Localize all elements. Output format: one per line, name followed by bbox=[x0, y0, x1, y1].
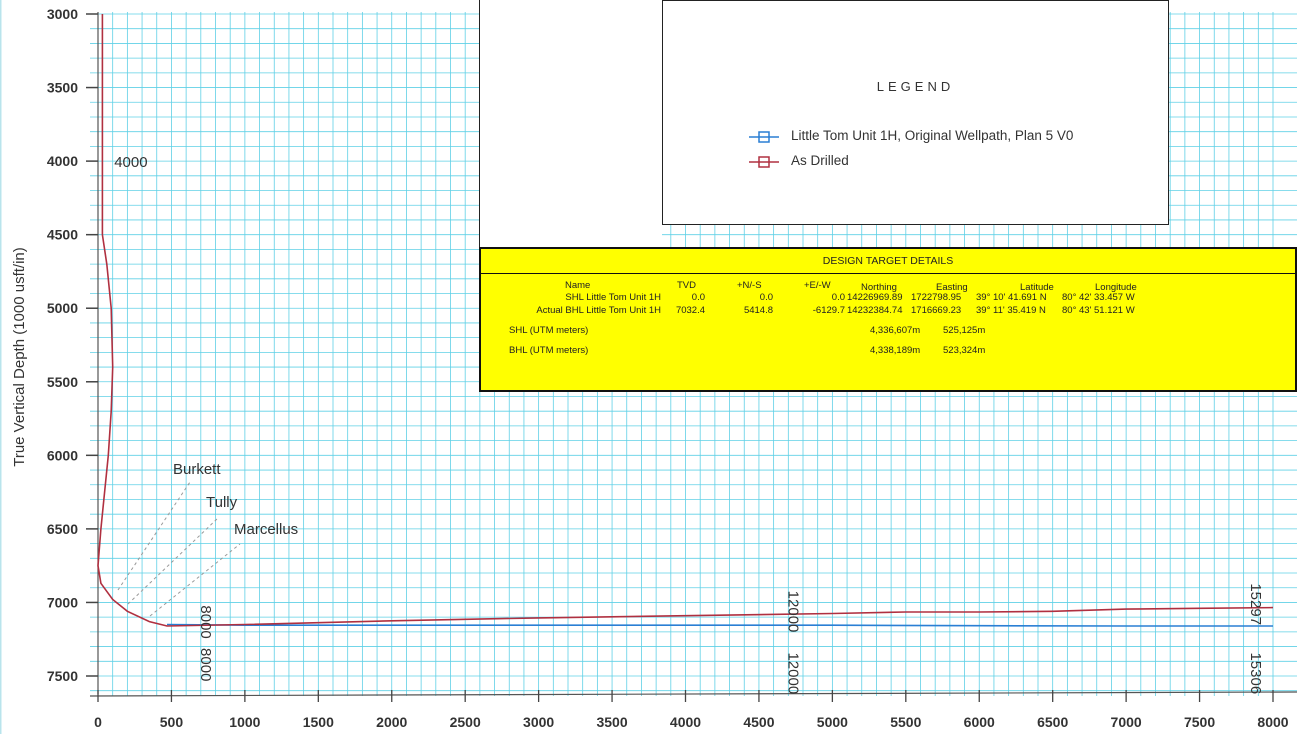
series-line-drilled bbox=[97, 14, 1274, 627]
target-row-ns: 5414.8 bbox=[743, 305, 773, 316]
md-label-drilled: 8000 bbox=[197, 605, 214, 638]
y-tick-label: 7000 bbox=[47, 594, 78, 610]
legend-label-plan: Little Tom Unit 1H, Original Wellpath, P… bbox=[791, 128, 1074, 143]
target-row-ew: -6129.7 bbox=[812, 305, 845, 316]
utm-shl-easting: 525,125m bbox=[943, 325, 986, 336]
utm-shl-label: SHL (UTM meters) bbox=[509, 325, 589, 336]
x-tick-label: 8000 bbox=[1257, 714, 1288, 730]
x-tick-label: 4000 bbox=[670, 714, 701, 730]
y-tick-label: 6500 bbox=[47, 521, 78, 537]
x-tick-label: 4500 bbox=[743, 714, 774, 730]
md-label-plan: 8000 bbox=[197, 648, 214, 681]
header-northing: Northing bbox=[861, 282, 897, 293]
utm-shl-northing: 4,336,607m bbox=[870, 325, 921, 336]
y-tick-label: 4500 bbox=[47, 227, 78, 243]
formation-line-burkett bbox=[117, 481, 191, 591]
x-tick-label: 6500 bbox=[1037, 714, 1068, 730]
target-row-latitude: 39° 10' 41.691 N bbox=[976, 292, 1047, 303]
target-row-northing: 14226969.89 bbox=[847, 292, 903, 303]
md-label-drilled: 12000 bbox=[784, 591, 801, 633]
x-tick-label: 3000 bbox=[523, 714, 554, 730]
target-row-ns: 0.0 bbox=[759, 292, 773, 303]
formation-line-tully bbox=[127, 517, 219, 605]
legend-label-drilled: As Drilled bbox=[791, 153, 849, 168]
target-row-latitude: 39° 11' 35.419 N bbox=[976, 305, 1046, 316]
x-tick-label: 3500 bbox=[596, 714, 627, 730]
formation-line-marcellus bbox=[149, 543, 241, 617]
y-tick-label: 6000 bbox=[47, 447, 78, 463]
target-row-easting: 1716669.23 bbox=[911, 305, 962, 316]
x-tick-label: 6000 bbox=[964, 714, 995, 730]
header-latitude: Latitude bbox=[1020, 282, 1054, 293]
target-row-name: Actual BHL Little Tom Unit 1H bbox=[536, 305, 661, 316]
header-longitude: Longitude bbox=[1095, 282, 1137, 293]
x-tick-label: 5500 bbox=[890, 714, 921, 730]
design-target-details: DESIGN TARGET DETAILS Name TVD +N/-S +E/… bbox=[479, 247, 1297, 392]
target-row-tvd: 7032.4 bbox=[675, 305, 705, 316]
md-label-plan: 15306 bbox=[1247, 652, 1264, 694]
header-name: Name bbox=[565, 280, 591, 291]
target-row-longitude: 80° 43' 51.121 W bbox=[1062, 305, 1135, 316]
md-label-plan: 12000 bbox=[784, 652, 801, 694]
header-ns: +N/-S bbox=[737, 280, 762, 291]
target-row-tvd: 0.0 bbox=[691, 292, 705, 303]
y-tick-label: 7500 bbox=[47, 668, 78, 684]
x-tick-label: 1500 bbox=[303, 714, 334, 730]
y-tick-label: 4000 bbox=[47, 153, 78, 169]
formation-label: Burkett bbox=[173, 461, 221, 478]
y-tick-label: 5000 bbox=[47, 300, 78, 316]
utm-bhl-northing: 4,338,189m bbox=[870, 345, 921, 356]
target-row-northing: 14232384.74 bbox=[847, 305, 903, 316]
legend-title: LEGEND bbox=[876, 79, 955, 94]
formation-label: Marcellus bbox=[234, 521, 298, 538]
utm-bhl-label: BHL (UTM meters) bbox=[509, 345, 589, 356]
x-tick-label: 2000 bbox=[376, 714, 407, 730]
header-ew: +E/-W bbox=[804, 280, 831, 291]
legend: LEGEND Little Tom Unit 1H, Original Well… bbox=[662, 0, 1169, 225]
target-row-longitude: 80° 42' 33.457 W bbox=[1062, 292, 1135, 303]
target-row-easting: 1722798.95 bbox=[911, 292, 962, 303]
x-tick-label: 7000 bbox=[1111, 714, 1142, 730]
y-tick-label: 5500 bbox=[47, 374, 78, 390]
x-tick-label: 500 bbox=[160, 714, 184, 730]
y-tick-label: 3000 bbox=[47, 6, 78, 22]
target-title: DESIGN TARGET DETAILS bbox=[481, 249, 1295, 274]
md-label-drilled: 4000 bbox=[114, 154, 147, 171]
legend-swatch-drilled bbox=[749, 156, 779, 168]
legend-swatch-plan bbox=[749, 131, 779, 143]
md-label-drilled: 15297 bbox=[1247, 583, 1264, 625]
x-tick-label: 1000 bbox=[229, 714, 260, 730]
header-easting: Easting bbox=[936, 282, 968, 293]
x-tick-label: 2500 bbox=[450, 714, 481, 730]
target-row-name: SHL Little Tom Unit 1H bbox=[565, 292, 661, 303]
x-tick-label: 5000 bbox=[817, 714, 848, 730]
target-row-ew: 0.0 bbox=[831, 292, 845, 303]
x-tick-label: 0 bbox=[94, 714, 102, 730]
formation-label: Tully bbox=[206, 494, 238, 511]
header-tvd: TVD bbox=[677, 280, 696, 291]
x-axis-line bbox=[89, 691, 1297, 697]
blank-panel bbox=[479, 0, 662, 247]
y-axis-title: True Vertical Depth (1000 usft/in) bbox=[11, 247, 28, 467]
x-tick-label: 7500 bbox=[1184, 714, 1215, 730]
y-tick-label: 3500 bbox=[47, 80, 78, 96]
series-line-plan bbox=[166, 623, 1273, 627]
utm-bhl-easting: 523,324m bbox=[943, 345, 986, 356]
